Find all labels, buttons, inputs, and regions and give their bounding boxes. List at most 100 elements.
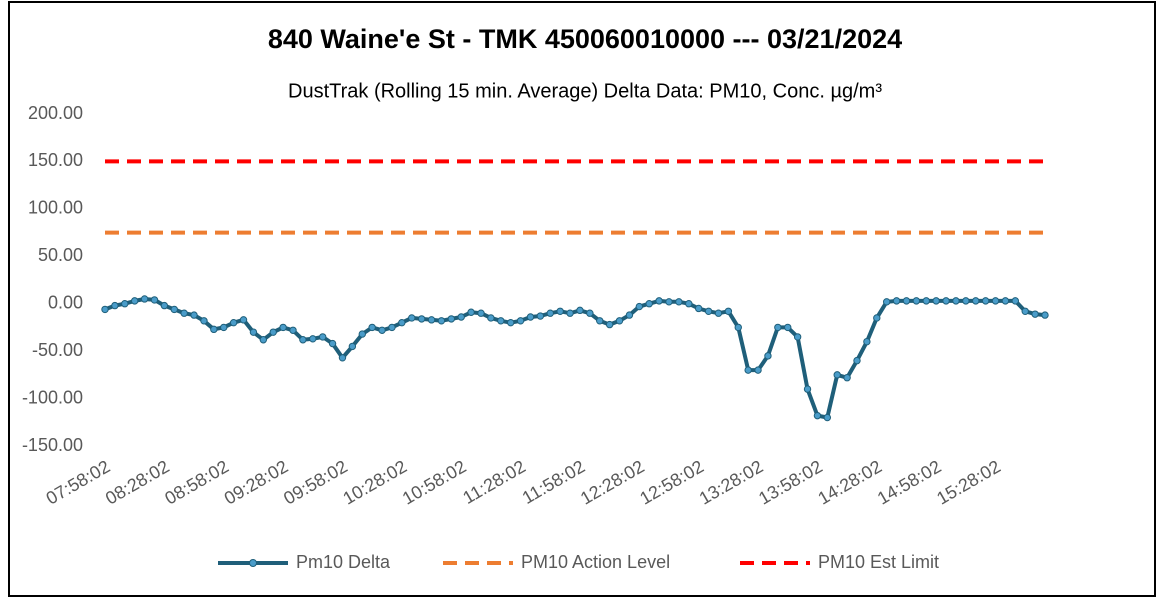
data-point bbox=[1011, 297, 1020, 305]
y-tick-label: -150.00 bbox=[22, 435, 83, 455]
data-point bbox=[774, 323, 782, 332]
data-point bbox=[744, 366, 752, 374]
data-point bbox=[586, 309, 594, 317]
data-point bbox=[863, 337, 871, 346]
data-point bbox=[784, 323, 792, 332]
data-point bbox=[1041, 311, 1049, 319]
data-point bbox=[249, 328, 258, 336]
data-point bbox=[724, 307, 733, 316]
y-tick-label: 0.00 bbox=[48, 292, 83, 312]
data-point bbox=[655, 297, 663, 305]
data-point bbox=[952, 297, 960, 305]
data-point bbox=[873, 314, 881, 322]
data-point bbox=[408, 314, 416, 322]
data-point bbox=[111, 301, 119, 310]
data-point bbox=[427, 316, 436, 324]
data-point bbox=[368, 323, 376, 332]
data-point bbox=[675, 298, 683, 306]
data-point bbox=[101, 305, 109, 314]
data-point bbox=[694, 304, 703, 313]
data-point bbox=[942, 297, 950, 305]
data-point bbox=[714, 309, 723, 317]
data-point bbox=[1031, 310, 1039, 318]
data-point bbox=[328, 339, 337, 348]
data-point bbox=[269, 328, 277, 336]
data-point bbox=[882, 298, 891, 306]
y-tick-label: -100.00 bbox=[22, 387, 83, 407]
data-point bbox=[239, 316, 248, 324]
data-point bbox=[140, 295, 149, 303]
data-point bbox=[853, 356, 861, 365]
data-point bbox=[843, 374, 851, 382]
legend-label: PM10 Action Level bbox=[521, 552, 670, 572]
data-point bbox=[220, 323, 228, 332]
data-point bbox=[180, 309, 188, 317]
data-point bbox=[279, 323, 287, 332]
data-point bbox=[506, 318, 515, 327]
data-point bbox=[447, 315, 456, 323]
data-point bbox=[210, 325, 218, 334]
data-point bbox=[704, 307, 713, 316]
data-point bbox=[378, 326, 386, 334]
data-point bbox=[566, 309, 574, 317]
data-point bbox=[546, 309, 554, 317]
data-point bbox=[932, 297, 940, 305]
data-point bbox=[625, 311, 634, 319]
y-tick-label: 100.00 bbox=[28, 198, 83, 218]
data-point bbox=[685, 300, 693, 308]
data-point bbox=[823, 413, 832, 422]
data-point bbox=[299, 336, 307, 344]
y-tick-label: 150.00 bbox=[28, 150, 83, 170]
legend-marker bbox=[249, 559, 257, 567]
data-point bbox=[991, 297, 1000, 305]
data-point bbox=[803, 385, 812, 393]
data-point bbox=[1021, 307, 1029, 316]
data-point bbox=[981, 297, 990, 305]
data-point bbox=[190, 311, 198, 319]
data-point bbox=[645, 300, 653, 308]
data-point bbox=[635, 302, 644, 311]
chart-title: 840 Waine'e St - TMK 450060010000 --- 03… bbox=[268, 24, 902, 54]
data-point bbox=[972, 297, 980, 305]
data-point bbox=[764, 352, 772, 360]
data-point bbox=[200, 317, 208, 325]
data-point bbox=[536, 312, 545, 320]
data-point bbox=[813, 411, 822, 420]
y-tick-label: -50.00 bbox=[32, 340, 83, 360]
data-point bbox=[160, 301, 169, 310]
data-point bbox=[922, 297, 930, 305]
data-point bbox=[833, 371, 841, 379]
data-point bbox=[576, 306, 584, 315]
chart-subtitle: DustTrak (Rolling 15 min. Average) Delta… bbox=[288, 80, 882, 102]
data-point bbox=[497, 317, 505, 325]
data-point bbox=[229, 318, 238, 327]
data-point bbox=[477, 309, 485, 317]
data-point bbox=[259, 336, 268, 344]
data-point bbox=[734, 323, 742, 332]
data-point bbox=[417, 315, 426, 323]
data-point bbox=[130, 297, 139, 305]
data-point bbox=[398, 318, 406, 327]
data-point bbox=[665, 298, 673, 306]
data-point bbox=[338, 354, 347, 362]
data-point bbox=[121, 300, 129, 308]
data-point bbox=[170, 305, 178, 314]
data-point bbox=[467, 308, 475, 316]
data-point bbox=[526, 313, 535, 321]
y-tick-label: 50.00 bbox=[38, 245, 83, 265]
data-point bbox=[358, 330, 366, 338]
data-point bbox=[962, 297, 970, 305]
data-point bbox=[289, 326, 297, 334]
legend-label: PM10 Est Limit bbox=[818, 552, 939, 572]
data-point bbox=[902, 297, 911, 305]
data-point bbox=[912, 297, 921, 305]
data-point bbox=[556, 307, 564, 316]
data-point bbox=[487, 314, 495, 322]
data-point bbox=[516, 317, 525, 325]
data-point bbox=[348, 342, 357, 351]
data-point bbox=[1001, 297, 1010, 305]
data-point bbox=[437, 317, 446, 325]
data-point bbox=[793, 333, 802, 341]
data-point bbox=[754, 366, 762, 374]
